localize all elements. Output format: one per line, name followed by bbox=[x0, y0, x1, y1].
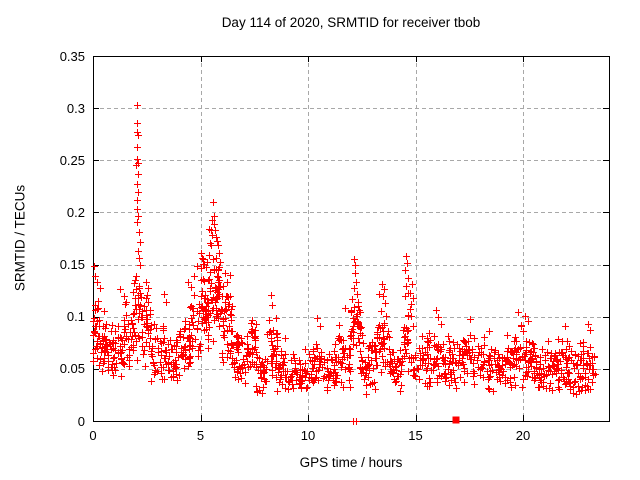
y-tick-label: 0.1 bbox=[66, 309, 85, 325]
x-tick-label: 20 bbox=[515, 428, 531, 443]
y-tick-label: 0.25 bbox=[59, 152, 85, 168]
x-tick-label: 0 bbox=[89, 428, 97, 443]
y-tick-label: 0.3 bbox=[66, 100, 85, 116]
chart-title: Day 114 of 2020, SRMTID for receiver tbo… bbox=[221, 15, 481, 30]
y-tick-label: 0.15 bbox=[59, 257, 85, 273]
y-axis-tick-labels: 0 0.05 0.1 0.15 0.2 0.25 0.3 0.35 bbox=[0, 0, 85, 480]
scatter-points bbox=[90, 102, 599, 425]
x-tick-label: 15 bbox=[408, 428, 423, 443]
y-tick-label: 0.35 bbox=[59, 48, 85, 64]
y-tick-label: 0.05 bbox=[59, 361, 85, 377]
y-tick-label: 0 bbox=[77, 413, 85, 429]
x-tick-label: 5 bbox=[196, 428, 205, 443]
x-axis-label: GPS time / hours bbox=[299, 455, 403, 470]
grid-lines bbox=[93, 56, 609, 421]
zero-cluster-square bbox=[452, 416, 460, 424]
y-tick-label: 0.2 bbox=[66, 204, 85, 220]
x-tick-label: 10 bbox=[300, 428, 316, 443]
